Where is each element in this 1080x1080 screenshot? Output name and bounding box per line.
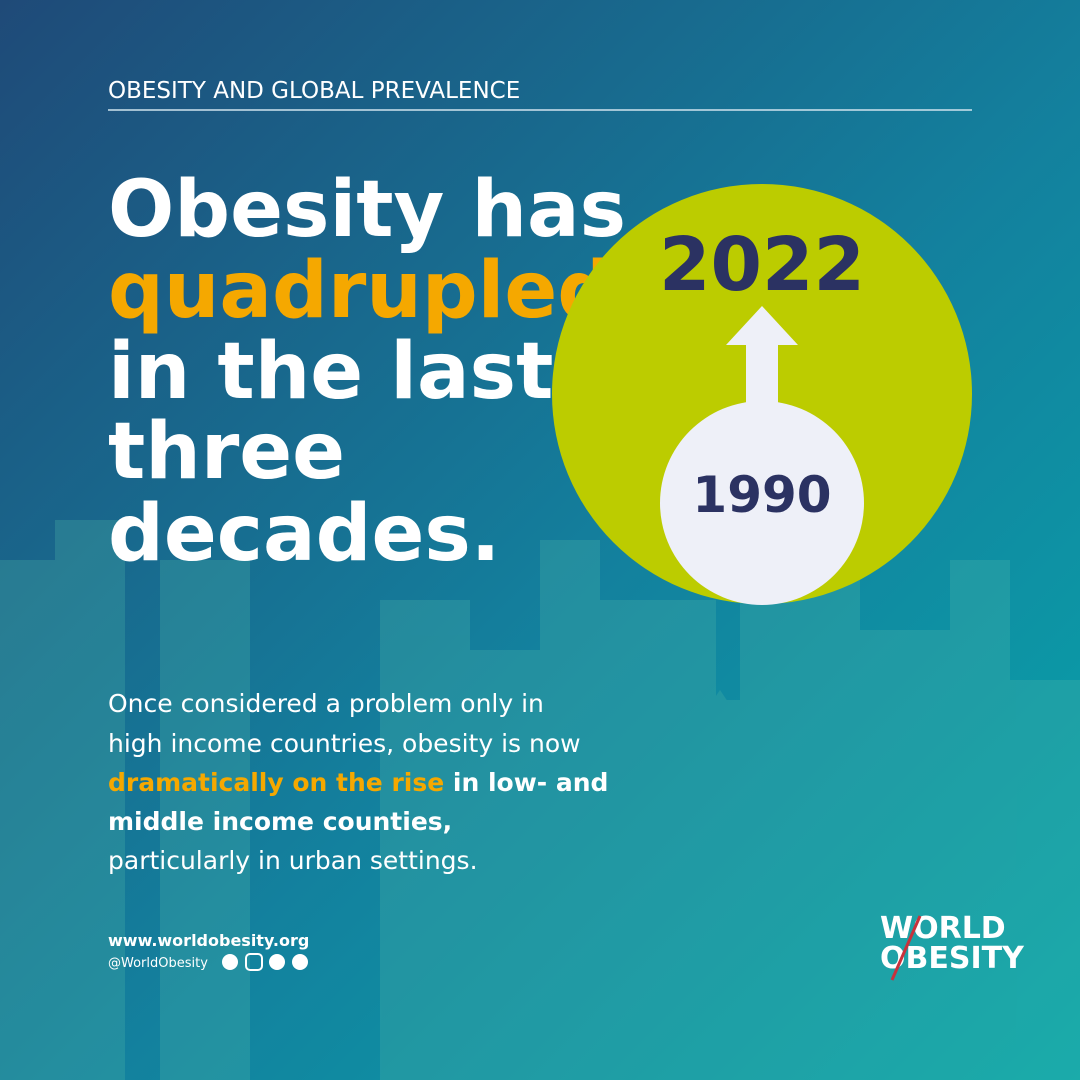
logo-slash	[890, 915, 922, 981]
arrow-head	[726, 306, 798, 345]
social-icons	[222, 953, 308, 971]
body-line: high income countries, obesity is now	[108, 729, 581, 758]
headline-line: in the last	[108, 327, 553, 417]
logo-line2: OBESITY	[880, 941, 1025, 976]
headline-line: Obesity has	[108, 165, 626, 255]
body-line: Once considered a problem only in	[108, 689, 544, 718]
headline-highlight: quadrupled	[108, 246, 613, 336]
instagram-icon[interactable]	[245, 953, 263, 971]
body-line: middle income counties,	[108, 807, 452, 836]
skyline	[0, 520, 1080, 1080]
handle[interactable]: @WorldObesity	[108, 956, 208, 971]
body-bold: middle income counties,	[108, 807, 452, 836]
body-text: high income countries, obesity is now	[108, 729, 581, 758]
arrow-stem	[746, 342, 778, 412]
headline-line: decades.	[108, 489, 500, 579]
current-year: 2022	[659, 222, 865, 308]
body-line: dramatically on the rise in low- and	[108, 768, 608, 797]
facebook-icon[interactable]	[222, 954, 238, 970]
x-icon[interactable]	[269, 954, 285, 970]
small-circle	[660, 401, 864, 605]
logo-line1: WORLD	[880, 911, 1006, 946]
body-highlight: dramatically on the rise	[108, 768, 444, 797]
website[interactable]: www.worldobesity.org	[108, 931, 309, 950]
linkedin-icon[interactable]	[292, 954, 308, 970]
body-line: particularly in urban settings.	[108, 846, 478, 875]
past-year: 1990	[692, 466, 831, 524]
body-text: Once considered a problem only in	[108, 689, 544, 718]
headline-line: three	[108, 407, 345, 497]
body-bold: in low- and	[444, 768, 608, 797]
body-text: particularly in urban settings.	[108, 846, 478, 875]
header-title: OBESITY AND GLOBAL PREVALENCE	[108, 78, 520, 104]
